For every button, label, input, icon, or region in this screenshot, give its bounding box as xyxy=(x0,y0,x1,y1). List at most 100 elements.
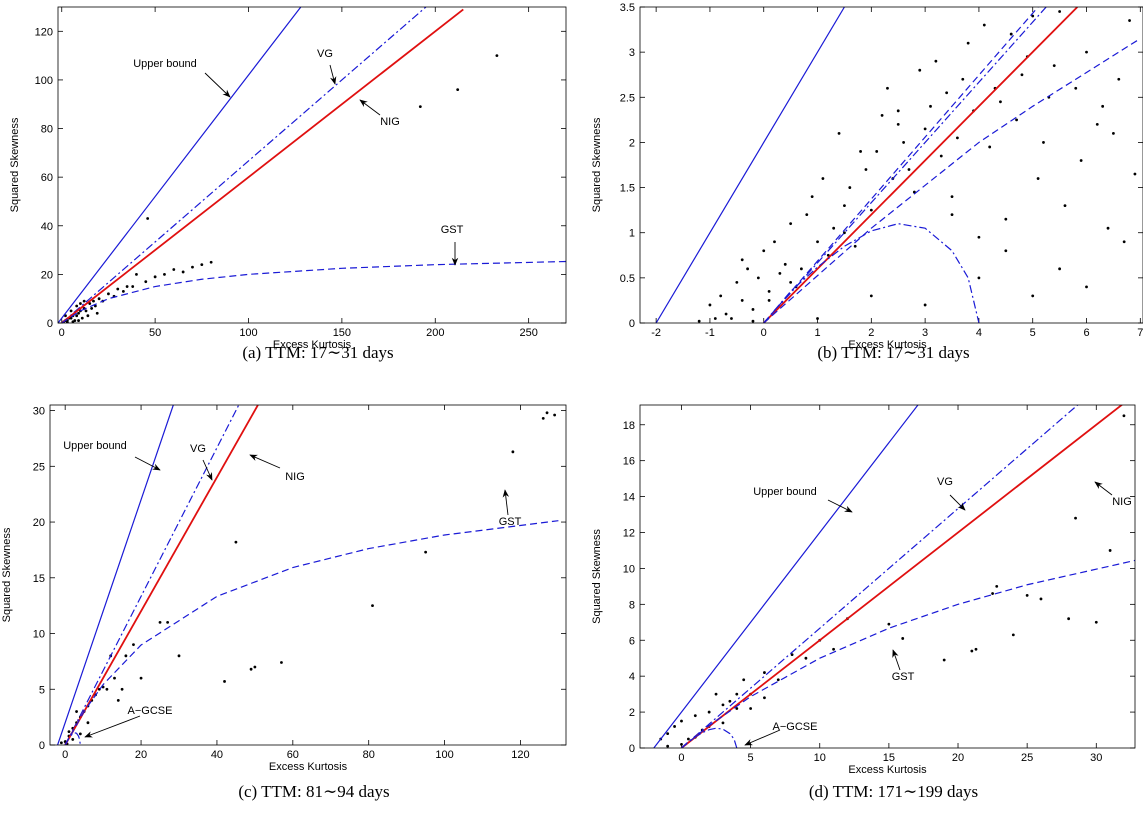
axes-frame xyxy=(639,6,1143,324)
data-point xyxy=(116,699,120,702)
data-point xyxy=(131,285,135,288)
data-point xyxy=(799,267,803,271)
data-point xyxy=(977,276,981,280)
y-tick-label: 1 xyxy=(629,228,635,240)
caption: (c) TTM: 81∼94 days xyxy=(238,782,389,801)
data-point xyxy=(86,721,90,725)
data-point xyxy=(843,204,846,208)
curve xyxy=(653,405,919,748)
panel: 0 50 100 150 200 250 0 20 40 60 80 100 120 Excess Kur… xyxy=(9,6,567,362)
data-point xyxy=(1122,240,1126,244)
annotation: GST xyxy=(499,516,522,528)
y-tick-label: 0.5 xyxy=(620,273,635,285)
y-tick-label: 0 xyxy=(47,318,53,330)
data-point xyxy=(991,592,994,595)
y-tick-label: 10 xyxy=(623,563,635,575)
annotation-arrow xyxy=(502,489,510,516)
data-point xyxy=(918,68,922,72)
data-point xyxy=(1015,118,1018,122)
data-point xyxy=(805,213,809,217)
caption: (a) TTM: 17∼31 days xyxy=(242,343,393,362)
annotation: NIG xyxy=(1112,496,1132,508)
data-point xyxy=(105,687,109,691)
x-tick-label: -2 xyxy=(651,327,661,339)
data-point xyxy=(680,719,683,723)
y-tick-label: 2 xyxy=(629,707,635,719)
y-tick-label: 10 xyxy=(33,629,45,641)
data-point xyxy=(234,540,238,544)
data-point xyxy=(966,41,970,45)
curve xyxy=(681,727,738,748)
data-point xyxy=(977,235,981,239)
data-point xyxy=(75,304,79,308)
data-point xyxy=(995,584,999,588)
curve xyxy=(763,223,980,323)
curve xyxy=(763,7,1047,323)
data-point xyxy=(821,177,825,180)
data-point xyxy=(956,136,959,140)
x-axis-label: Excess Kurtosis xyxy=(269,761,348,773)
data-point xyxy=(121,290,125,293)
curve xyxy=(64,405,259,745)
x-tick-label: 50 xyxy=(149,327,161,339)
caption: (b) TTM: 17∼31 days xyxy=(817,343,969,362)
data-point xyxy=(418,105,422,109)
annotation: NIG xyxy=(285,471,305,483)
data-point xyxy=(113,676,116,680)
data-point xyxy=(125,285,129,288)
data-point xyxy=(707,710,711,714)
data-point xyxy=(1122,414,1126,418)
curve xyxy=(57,405,174,745)
plot-area xyxy=(640,405,1135,748)
annotation-arrow xyxy=(827,499,853,513)
data-point xyxy=(71,738,75,741)
y-tick-label: 14 xyxy=(623,492,635,504)
data-point xyxy=(1085,50,1088,54)
y-tick-label: 40 xyxy=(41,221,53,233)
data-point xyxy=(1042,141,1045,144)
curve xyxy=(61,8,464,323)
data-point xyxy=(511,450,515,454)
data-point xyxy=(1085,285,1088,289)
data-point xyxy=(1133,172,1137,176)
x-tick-label: 0 xyxy=(59,327,65,339)
y-tick-label: 5 xyxy=(39,684,45,696)
data-point xyxy=(950,195,954,199)
data-point xyxy=(80,316,84,320)
data-point xyxy=(541,416,545,420)
data-point xyxy=(545,411,549,415)
data-point xyxy=(79,302,82,305)
y-tick-label: 6 xyxy=(629,635,635,647)
data-point xyxy=(1031,14,1035,18)
x-tick-label: 0 xyxy=(62,749,68,761)
data-point xyxy=(1074,86,1078,90)
curve xyxy=(58,7,302,323)
data-point xyxy=(939,154,943,158)
data-point xyxy=(1108,549,1112,552)
data-point xyxy=(191,265,194,269)
data-point xyxy=(988,145,992,149)
data-point xyxy=(680,743,683,746)
x-tick-label: 80 xyxy=(363,749,375,761)
data-point xyxy=(86,314,90,318)
data-point xyxy=(945,91,949,95)
x-tick-label: 30 xyxy=(1090,752,1102,764)
data-point xyxy=(95,311,99,315)
data-point xyxy=(1031,294,1035,298)
data-point xyxy=(714,692,718,696)
data-point xyxy=(82,299,86,303)
panel: 0 5 10 15 20 25 30 0 2 4 6 8 10 12 14 16 18 Excess Kurtos… xyxy=(591,404,1136,801)
data-point xyxy=(1094,620,1098,624)
annotation-arrow xyxy=(1094,481,1113,496)
data-point xyxy=(859,150,862,153)
x-axis-label: Excess Kurtosis xyxy=(848,764,927,776)
data-point xyxy=(735,692,739,696)
data-point xyxy=(776,678,780,682)
data-point xyxy=(116,287,120,291)
data-point xyxy=(77,319,80,322)
data-point xyxy=(875,150,879,153)
data-point xyxy=(1063,204,1067,208)
data-point xyxy=(90,307,94,310)
x-tick-label: 3 xyxy=(922,327,928,339)
axes-frame xyxy=(639,404,1136,749)
